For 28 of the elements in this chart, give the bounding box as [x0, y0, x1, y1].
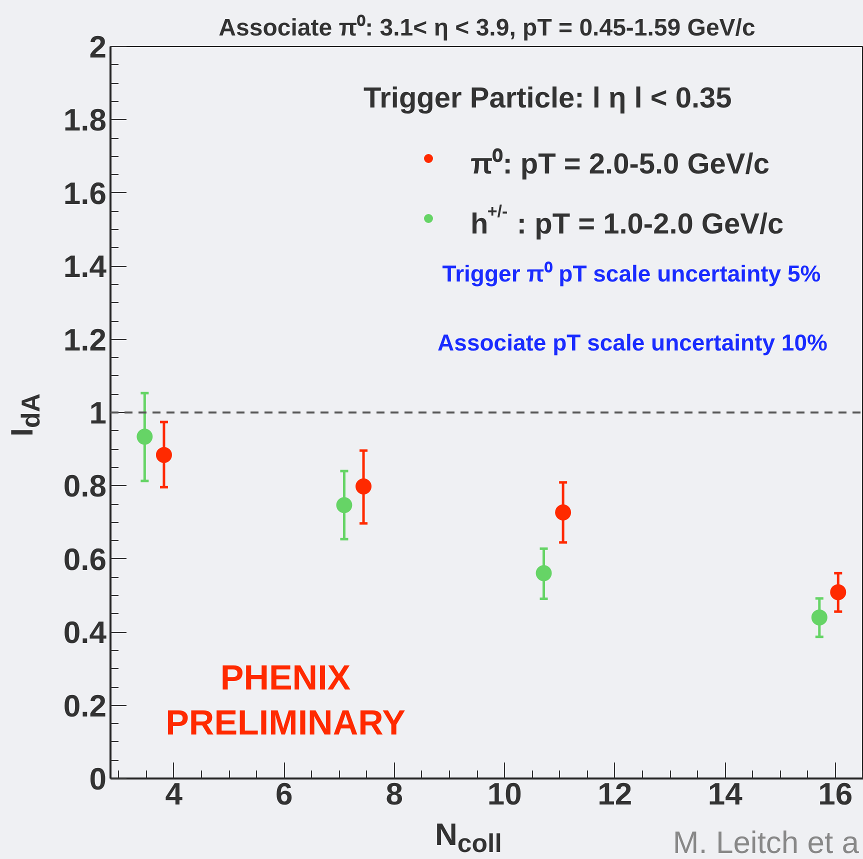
legend-label: h+/-: pT = 1.0-2.0 GeV/c [470, 202, 784, 240]
x-axis-title: N$_{coll}$ [435, 816, 502, 859]
y-tick-label: 0.8 [63, 468, 107, 504]
x-tick-label: 16 [818, 776, 853, 812]
x-tick-label: 8 [386, 776, 404, 812]
y-tick-label: 1 [89, 396, 107, 430]
y-tick-label: 0.4 [63, 615, 108, 650]
annotation: PHENIX [220, 658, 352, 698]
annotation: Associate pT scale uncertainty 10% [438, 330, 828, 356]
x-tick-label: 4 [165, 776, 184, 812]
text: M. Leitch et a [672, 824, 859, 859]
legend-label: π⁰: pT = 2.0-5.0 GeV/c [470, 148, 770, 180]
annotation: PRELIMINARY [166, 704, 406, 742]
legend-title: Trigger Particle: l η l < 0.35 [364, 82, 732, 114]
chart-title: Associate π⁰: 3.1< η < 3.9, pT = 0.45-1.59 GeV/c [218, 14, 756, 42]
x-tick-label: 14 [708, 776, 744, 812]
y-tick-label: 2 [89, 30, 107, 64]
x-tick-label: 6 [276, 776, 293, 812]
y-tick-label: 0 [89, 762, 107, 796]
y-tick-label: 1.6 [63, 176, 107, 211]
y-tick-label: 1.4 [63, 249, 108, 284]
x-tick-label: 12 [598, 776, 632, 812]
y-tick-label: 1.2 [63, 322, 107, 358]
annotation: Trigger π⁰ pT scale uncertainty 5% [442, 260, 821, 286]
y-tick-label: 0.2 [63, 688, 107, 724]
x-tick-label: 10 [487, 776, 522, 812]
y-tick-label: 0.6 [63, 542, 107, 577]
y-tick-label: 1.8 [63, 102, 107, 138]
